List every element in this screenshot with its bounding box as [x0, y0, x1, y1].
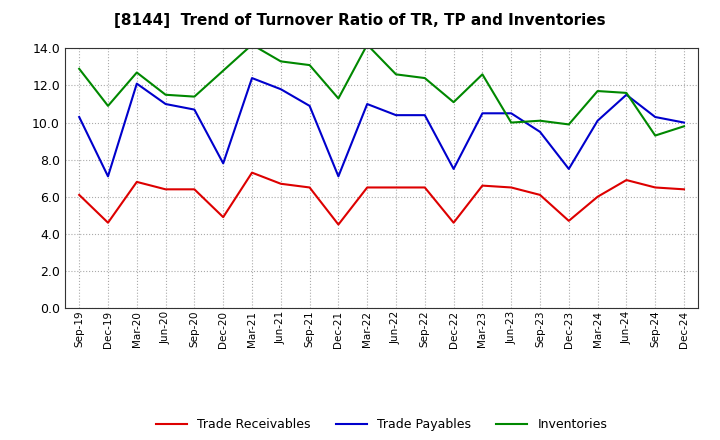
Inventories	[276, 59, 285, 64]
Trade Payables	[593, 118, 602, 123]
Trade Receivables	[449, 220, 458, 225]
Text: [8144]  Trend of Turnover Ratio of TR, TP and Inventories: [8144] Trend of Turnover Ratio of TR, TP…	[114, 13, 606, 28]
Inventories	[190, 94, 199, 99]
Trade Payables	[478, 110, 487, 116]
Trade Payables	[132, 81, 141, 86]
Inventories	[507, 120, 516, 125]
Trade Receivables	[334, 222, 343, 227]
Trade Receivables	[507, 185, 516, 190]
Inventories	[651, 133, 660, 138]
Trade Payables	[507, 110, 516, 116]
Inventories	[248, 42, 256, 48]
Inventories	[334, 96, 343, 101]
Line: Trade Receivables: Trade Receivables	[79, 172, 684, 224]
Inventories	[622, 90, 631, 95]
Trade Payables	[622, 92, 631, 97]
Trade Receivables	[219, 214, 228, 220]
Line: Trade Payables: Trade Payables	[79, 78, 684, 176]
Trade Receivables	[564, 218, 573, 224]
Trade Receivables	[478, 183, 487, 188]
Trade Payables	[536, 129, 544, 135]
Trade Payables	[564, 166, 573, 172]
Trade Payables	[161, 101, 170, 106]
Trade Payables	[190, 107, 199, 112]
Trade Receivables	[305, 185, 314, 190]
Inventories	[132, 70, 141, 75]
Inventories	[536, 118, 544, 123]
Trade Payables	[248, 75, 256, 81]
Trade Payables	[680, 120, 688, 125]
Inventories	[305, 62, 314, 68]
Trade Receivables	[190, 187, 199, 192]
Inventories	[161, 92, 170, 97]
Trade Payables	[392, 113, 400, 118]
Line: Inventories: Inventories	[79, 45, 684, 136]
Trade Receivables	[536, 192, 544, 198]
Trade Payables	[219, 161, 228, 166]
Inventories	[219, 68, 228, 73]
Trade Receivables	[248, 170, 256, 175]
Inventories	[680, 124, 688, 129]
Inventories	[75, 66, 84, 71]
Trade Receivables	[651, 185, 660, 190]
Inventories	[564, 122, 573, 127]
Trade Receivables	[75, 192, 84, 198]
Legend: Trade Receivables, Trade Payables, Inventories: Trade Receivables, Trade Payables, Inven…	[151, 413, 612, 436]
Inventories	[593, 88, 602, 94]
Trade Receivables	[680, 187, 688, 192]
Inventories	[363, 42, 372, 48]
Trade Payables	[276, 87, 285, 92]
Inventories	[392, 72, 400, 77]
Trade Payables	[334, 174, 343, 179]
Trade Receivables	[593, 194, 602, 199]
Inventories	[478, 72, 487, 77]
Trade Payables	[305, 103, 314, 109]
Trade Payables	[75, 114, 84, 120]
Trade Receivables	[392, 185, 400, 190]
Trade Receivables	[161, 187, 170, 192]
Trade Receivables	[132, 179, 141, 184]
Trade Receivables	[276, 181, 285, 187]
Inventories	[449, 99, 458, 105]
Trade Payables	[363, 101, 372, 106]
Inventories	[104, 103, 112, 109]
Trade Payables	[651, 114, 660, 120]
Trade Receivables	[420, 185, 429, 190]
Trade Payables	[449, 166, 458, 172]
Trade Payables	[104, 174, 112, 179]
Trade Receivables	[363, 185, 372, 190]
Trade Receivables	[104, 220, 112, 225]
Trade Receivables	[622, 177, 631, 183]
Inventories	[420, 75, 429, 81]
Trade Payables	[420, 113, 429, 118]
